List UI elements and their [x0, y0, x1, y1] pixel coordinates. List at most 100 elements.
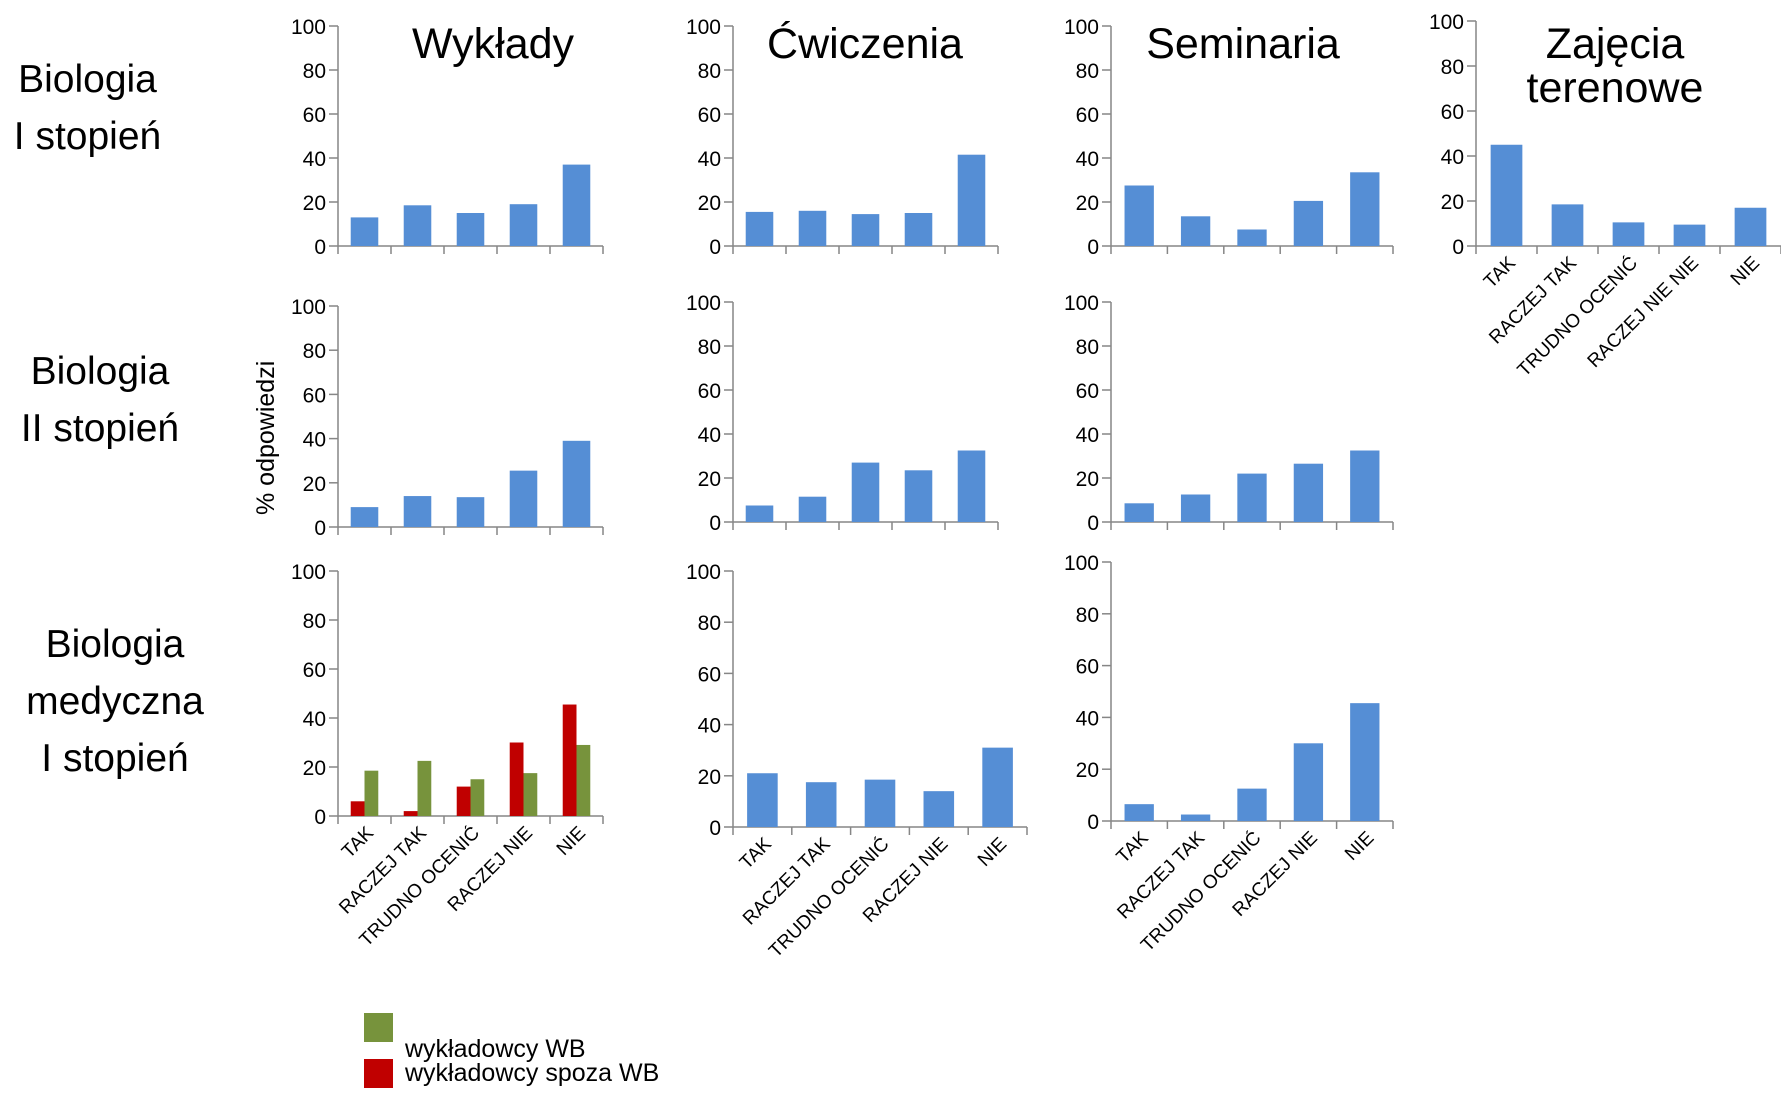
bar: [745, 505, 774, 522]
y-tick-label: 0: [314, 236, 326, 259]
y-tick-label: 100: [291, 561, 326, 584]
y-tick-label: 100: [686, 292, 721, 315]
bar: [1124, 185, 1154, 246]
y-tick-label: 20: [698, 192, 721, 215]
bar: [1350, 450, 1380, 522]
bar: [1350, 703, 1380, 821]
row-label-line: II stopień: [20, 407, 180, 450]
bar: [509, 204, 538, 246]
row-label-line: Biologia: [45, 623, 185, 666]
bar: [350, 507, 379, 527]
y-tick-label: 40: [303, 148, 326, 171]
y-tick-label: 20: [698, 766, 721, 789]
bar: [1124, 503, 1154, 522]
bar: [509, 470, 538, 527]
y-tick-label: 80: [1076, 604, 1099, 627]
bar: [1293, 463, 1324, 522]
y-tick-label: 100: [291, 296, 326, 319]
bar: [417, 760, 432, 816]
bar: [1180, 216, 1211, 246]
col-title-line: terenowe: [1526, 64, 1704, 112]
legend-label-wb: wykładowcy WB: [405, 1035, 586, 1063]
bar: [562, 164, 591, 246]
row-label-line: Biologia: [18, 58, 157, 101]
y-tick-label: 0: [1087, 811, 1099, 834]
bar: [851, 462, 880, 522]
y-tick-label: 60: [303, 104, 326, 127]
row-label-bio2: Biologia II stopień: [0, 343, 200, 457]
y-tick-label: 20: [303, 192, 326, 215]
y-tick-label: 40: [303, 708, 326, 731]
bar: [747, 773, 778, 827]
y-tick-label: 0: [709, 817, 721, 840]
row-label-line: Biologia: [30, 350, 170, 393]
bar: [350, 217, 379, 246]
bar: [1237, 788, 1267, 821]
x-tick-label: TAK: [1113, 827, 1153, 867]
y-tick-label: 100: [1064, 16, 1099, 39]
y-tick-label: 80: [303, 340, 326, 363]
row-label-line: I stopień: [13, 115, 162, 158]
legend-label-spoza: wykładowcy spoza WB: [405, 1059, 660, 1087]
col-title-line: Zajęcia: [1545, 20, 1685, 68]
bar: [562, 440, 591, 527]
bar: [1293, 200, 1324, 246]
y-tick-label: 80: [698, 60, 721, 83]
bar: [456, 497, 485, 527]
y-tick-label: 80: [1076, 60, 1099, 83]
x-tick-label: TRUDNO OCENIĆ: [1513, 252, 1642, 381]
bar: [864, 779, 896, 827]
y-tick-label: 0: [1087, 512, 1099, 535]
bar: [982, 747, 1013, 827]
row-label-line: medyczna: [26, 680, 204, 723]
legend-swatch-wb: [364, 1013, 393, 1042]
bar: [562, 704, 577, 816]
y-tick-label: 0: [709, 512, 721, 535]
col-title-line: Wykłady: [411, 20, 575, 68]
x-tick-label: TAK: [1480, 252, 1520, 292]
bar: [1180, 814, 1211, 821]
bar: [851, 214, 880, 246]
bar: [1237, 229, 1267, 246]
y-tick-label: 60: [698, 663, 721, 686]
y-tick-label: 60: [698, 380, 721, 403]
x-tick-label: NIE: [1341, 828, 1378, 865]
col-title-wyklady: Wykłady: [358, 22, 628, 66]
y-tick-label: 40: [698, 424, 721, 447]
y-tick-label: 0: [314, 517, 326, 540]
y-tick-label: 20: [1076, 468, 1099, 491]
bar: [745, 211, 774, 246]
x-tick-label: TAK: [736, 833, 776, 873]
x-tick-label: RACZEJ NIE NIE: [1584, 253, 1703, 372]
legend-swatch-spoza: [364, 1059, 393, 1088]
col-title-cwiczenia: Ćwiczenia: [730, 22, 1000, 66]
bar: [923, 791, 955, 827]
bar: [509, 742, 524, 816]
y-tick-label: 100: [1064, 292, 1099, 315]
bar: [456, 213, 485, 246]
bar: [1293, 743, 1324, 821]
y-tick-label: 80: [1076, 336, 1099, 359]
y-tick-label: 60: [303, 659, 326, 682]
y-tick-label: 40: [1076, 707, 1099, 730]
bar: [576, 744, 591, 816]
y-tick-label: 80: [1441, 56, 1464, 79]
y-tick-label: 20: [1076, 759, 1099, 782]
x-tick-label: NIE: [1727, 253, 1764, 290]
y-tick-label: 40: [303, 429, 326, 452]
bar: [798, 496, 827, 522]
bar: [1124, 804, 1154, 821]
y-tick-label: 20: [303, 757, 326, 780]
y-tick-label: 60: [698, 104, 721, 127]
y-tick-label: 100: [291, 16, 326, 39]
legend-item-wb: wykładowcy WB: [364, 1009, 586, 1064]
row-label-line: I stopień: [41, 737, 189, 780]
bar: [1350, 172, 1380, 246]
bar: [1490, 144, 1523, 246]
bar: [1551, 204, 1584, 246]
bar: [403, 205, 432, 246]
x-tick-label: NIE: [553, 823, 590, 860]
bar: [470, 779, 485, 816]
bar: [350, 801, 365, 816]
y-tick-label: 60: [303, 384, 326, 407]
